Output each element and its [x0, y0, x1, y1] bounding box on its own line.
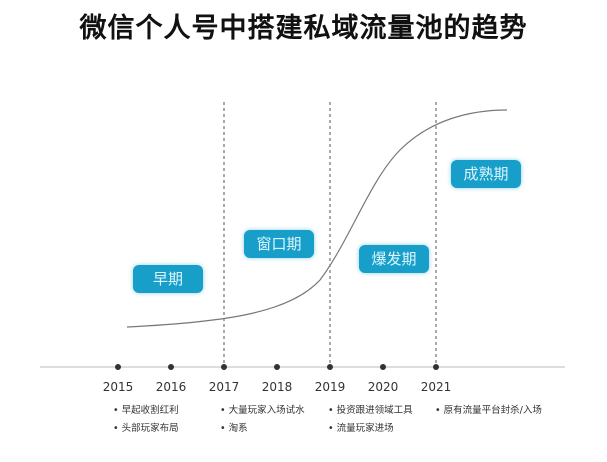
dot-2015 [115, 364, 121, 370]
notes-2019: 投资跟进领域工具 流量玩家进场 [328, 402, 413, 438]
year-label: 2015 [102, 380, 134, 394]
year-label: 2016 [155, 380, 187, 394]
year-label: 2019 [314, 380, 346, 394]
dot-2016 [168, 364, 174, 370]
year-label: 2021 [420, 380, 452, 394]
note-item: 原有流量平台封杀/入场 [435, 402, 542, 420]
note-item: 流量玩家进场 [328, 420, 413, 438]
stage-explosion: 爆发期 [359, 245, 429, 273]
dot-2018 [274, 364, 280, 370]
notes-2015: 早起收割红利 头部玩家布局 [113, 402, 179, 438]
stage-mature: 成熟期 [451, 160, 521, 188]
note-item: 投资跟进领域工具 [328, 402, 413, 420]
note-item: 大量玩家入场试水 [220, 402, 305, 420]
year-label: 2017 [208, 380, 240, 394]
note-item: 淘系 [220, 420, 305, 438]
notes-2017: 大量玩家入场试水 淘系 [220, 402, 305, 438]
page-title: 微信个人号中搭建私域流量池的趋势 [79, 13, 528, 44]
note-item: 头部玩家布局 [113, 420, 179, 438]
dot-2021 [433, 364, 439, 370]
year-label: 2020 [367, 380, 399, 394]
dot-2019 [327, 364, 333, 370]
year-label: 2018 [261, 380, 293, 394]
dot-2020 [380, 364, 386, 370]
dot-2017 [221, 364, 227, 370]
stage-window: 窗口期 [244, 230, 314, 258]
timeline-dots [115, 364, 439, 370]
notes-2021: 原有流量平台封杀/入场 [435, 402, 542, 420]
note-item: 早起收割红利 [113, 402, 179, 420]
s-curve [126, 109, 508, 328]
stage-early: 早期 [133, 265, 203, 293]
